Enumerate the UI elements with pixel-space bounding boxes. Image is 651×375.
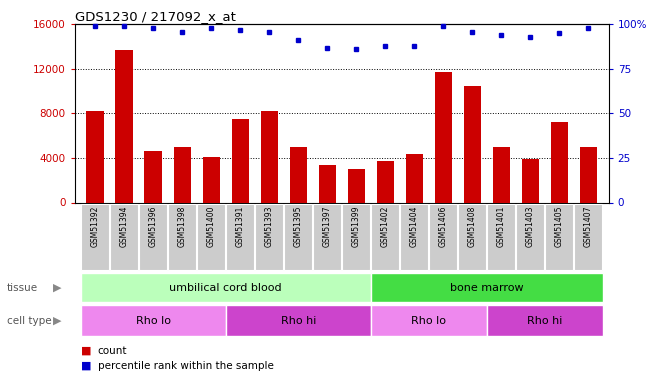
Bar	[579, 147, 597, 202]
Text: ■: ■	[81, 346, 92, 355]
Text: GSM51401: GSM51401	[497, 205, 506, 247]
Bar	[115, 50, 133, 202]
Text: GSM51404: GSM51404	[410, 205, 419, 247]
Text: GSM51398: GSM51398	[178, 205, 187, 247]
Bar	[81, 305, 226, 336]
Bar	[255, 204, 283, 270]
Text: count: count	[98, 346, 127, 355]
Text: GSM51400: GSM51400	[207, 205, 215, 247]
Bar	[202, 157, 220, 203]
Text: tissue: tissue	[7, 283, 38, 293]
Text: GSM51405: GSM51405	[555, 205, 564, 247]
Text: GSM51408: GSM51408	[468, 205, 477, 247]
Bar	[464, 86, 481, 202]
Bar	[197, 204, 225, 270]
Text: GSM51395: GSM51395	[294, 205, 303, 247]
Bar	[435, 72, 452, 202]
Text: GSM51397: GSM51397	[323, 205, 332, 247]
Bar	[348, 169, 365, 202]
Bar	[371, 273, 603, 303]
Text: Rho hi: Rho hi	[281, 316, 316, 326]
Bar	[487, 305, 603, 336]
Bar	[284, 204, 312, 270]
Text: ▶: ▶	[53, 316, 62, 326]
Text: GSM51396: GSM51396	[148, 205, 158, 247]
Text: GSM51407: GSM51407	[584, 205, 593, 247]
Bar	[371, 204, 399, 270]
Bar	[400, 204, 428, 270]
Bar	[226, 305, 371, 336]
Bar	[290, 147, 307, 202]
Text: bone marrow: bone marrow	[450, 283, 523, 293]
Bar	[488, 204, 516, 270]
Bar	[376, 161, 394, 202]
Bar	[546, 204, 574, 270]
Text: GSM51393: GSM51393	[265, 205, 273, 247]
Bar	[139, 204, 167, 270]
Text: GSM51392: GSM51392	[90, 205, 100, 247]
Bar	[521, 159, 539, 203]
Text: GSM51406: GSM51406	[439, 205, 448, 247]
Bar	[318, 165, 336, 202]
Text: GSM51402: GSM51402	[381, 205, 390, 247]
Bar	[458, 204, 486, 270]
Text: Rho lo: Rho lo	[411, 316, 447, 326]
Text: ▶: ▶	[53, 283, 62, 293]
Bar	[574, 204, 602, 270]
Text: GSM51394: GSM51394	[120, 205, 129, 247]
Bar	[516, 204, 544, 270]
Bar	[81, 204, 109, 270]
Bar	[406, 153, 423, 203]
Bar	[260, 111, 278, 202]
Bar	[168, 204, 196, 270]
Bar	[551, 122, 568, 202]
Bar	[87, 111, 104, 202]
Text: cell type: cell type	[7, 316, 51, 326]
Text: Rho hi: Rho hi	[527, 316, 562, 326]
Text: percentile rank within the sample: percentile rank within the sample	[98, 361, 273, 370]
Bar	[342, 204, 370, 270]
Text: GSM51399: GSM51399	[352, 205, 361, 247]
Text: umbilical cord blood: umbilical cord blood	[169, 283, 282, 293]
Bar	[232, 119, 249, 202]
Text: ■: ■	[81, 361, 92, 370]
Bar	[227, 204, 254, 270]
Bar	[493, 147, 510, 202]
Bar	[110, 204, 138, 270]
Text: Rho lo: Rho lo	[135, 316, 171, 326]
Bar	[145, 151, 162, 202]
Bar	[313, 204, 341, 270]
Text: GDS1230 / 217092_x_at: GDS1230 / 217092_x_at	[75, 10, 236, 23]
Bar	[174, 147, 191, 202]
Bar	[430, 204, 457, 270]
Bar	[81, 273, 371, 303]
Bar	[371, 305, 487, 336]
Text: GSM51391: GSM51391	[236, 205, 245, 247]
Text: GSM51403: GSM51403	[526, 205, 535, 247]
